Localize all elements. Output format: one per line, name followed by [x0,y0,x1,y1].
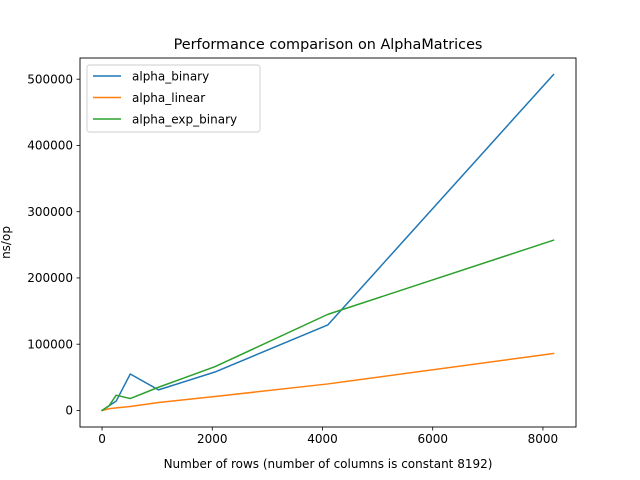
x-tick-label: 2000 [197,432,228,446]
y-tick-label: 200000 [27,271,73,285]
series-line-alpha-exp-binary [101,239,555,412]
x-tick-label: 8000 [528,432,559,446]
y-tick-label: 100000 [27,337,73,351]
y-tick-label: 400000 [27,139,73,153]
chart-title: Performance comparison on AlphaMatrices [174,37,483,53]
x-tick-label: 6000 [417,432,448,446]
y-tick-label: 300000 [27,205,73,219]
x-tick-label: 4000 [307,432,338,446]
x-tick-label: 0 [98,432,106,446]
legend-label-alpha-exp-binary: alpha_exp_binary [132,112,237,126]
x-axis-label: Number of rows (number of columns is con… [164,457,493,471]
x-axis: 0 2000 4000 6000 8000 [98,427,558,446]
legend-label-alpha-linear: alpha_linear [132,91,205,105]
legend-box [86,64,261,133]
legend: alpha_binary alpha_linear alpha_exp_binary [86,64,261,133]
plot-lines [101,73,555,412]
legend-label-alpha-binary: alpha_binary [132,69,209,83]
y-tick-label: 0 [65,404,73,418]
plot-frame [79,57,577,428]
y-axis-label: ns/op [0,226,13,259]
y-tick-label: 500000 [27,72,73,86]
y-axis: 0 100000 200000 300000 400000 500000 [27,72,80,418]
